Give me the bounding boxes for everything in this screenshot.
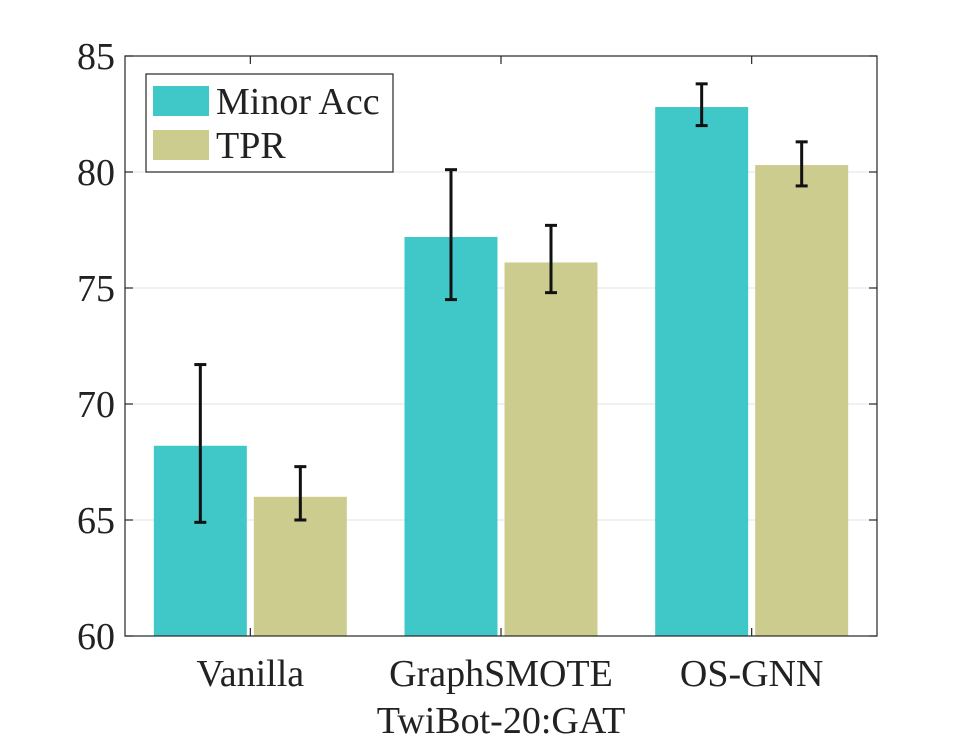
x-axis-label: TwiBot-20:GAT [377, 700, 626, 742]
y-tick-label: 65 [77, 500, 115, 542]
y-tick-label: 80 [77, 152, 115, 194]
y-tick-label: 60 [77, 616, 115, 658]
legend: Minor Acc TPR [145, 73, 394, 173]
y-tick-label: 85 [77, 36, 115, 78]
bar-minor-acc [404, 236, 498, 636]
error-bars [194, 82, 808, 524]
bar-minor-acc [655, 107, 749, 637]
legend-label-minor-acc: Minor Acc [216, 81, 380, 123]
y-tick-label: 75 [77, 268, 115, 310]
x-tick-label: GraphSMOTE [389, 653, 613, 695]
legend-swatch-minor-acc [153, 86, 209, 116]
bars [153, 107, 849, 637]
bar-tpr [755, 165, 849, 637]
bar-tpr [504, 262, 598, 636]
legend-swatch-tpr [153, 130, 209, 160]
x-tick-label: Vanilla [197, 653, 305, 695]
y-tick-label: 70 [77, 384, 115, 426]
y-axis: 60 65 70 75 80 85 [77, 36, 877, 658]
legend-label-tpr: TPR [216, 125, 286, 167]
x-axis: Vanilla GraphSMOTE OS-GNN [197, 56, 824, 695]
x-tick-label: OS-GNN [680, 653, 824, 695]
